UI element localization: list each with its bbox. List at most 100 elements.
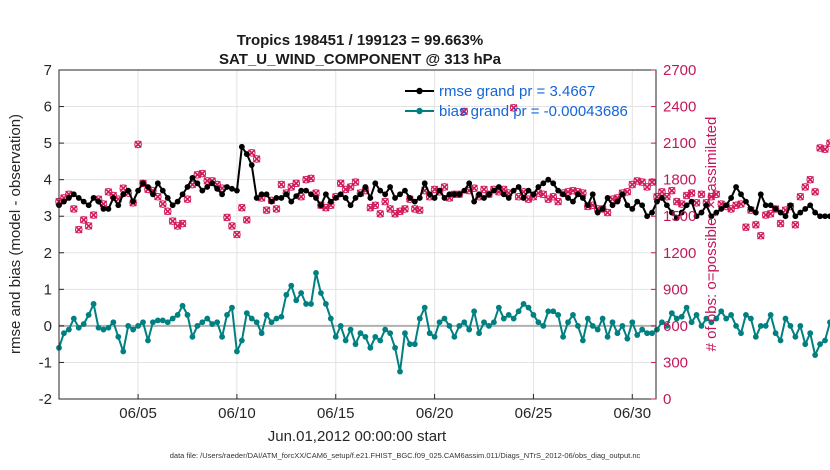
- rmse-point: [649, 209, 655, 216]
- obs-assimilated-stroke: [544, 195, 553, 203]
- bias-point: [792, 333, 799, 340]
- obs-assimilated-marker: [524, 195, 533, 203]
- rmse-point: [322, 191, 329, 198]
- obs-assimilated-marker: [416, 206, 424, 214]
- rmse-point: [599, 206, 606, 212]
- rmse-point: [194, 180, 201, 187]
- bias-point: [649, 330, 655, 337]
- rmse-point: [342, 195, 349, 201]
- obs-assimilated-marker: [238, 203, 246, 212]
- rmse-point: [327, 198, 334, 205]
- bias-point: [762, 322, 769, 329]
- rmse-point: [100, 206, 107, 212]
- bias-point: [70, 315, 77, 322]
- rmse-point: [145, 184, 151, 190]
- plot-area: [55, 69, 830, 400]
- obs-assimilated-marker: [341, 185, 350, 194]
- rmse-point: [698, 209, 705, 216]
- rmse-point: [743, 198, 749, 205]
- bias-point: [500, 315, 507, 322]
- rmse-point: [199, 187, 206, 194]
- bias-point: [263, 312, 270, 318]
- rmse-point: [446, 191, 453, 198]
- rmse-point: [362, 184, 369, 190]
- rmse-point: [421, 180, 428, 187]
- rmse-point: [283, 191, 290, 198]
- rmse-point: [278, 195, 285, 201]
- y2-tick-label: 1200: [663, 245, 696, 262]
- obs-assimilated-stroke: [430, 185, 439, 194]
- bias-point: [159, 317, 166, 324]
- bias-point: [817, 341, 823, 348]
- obs-assimilated-marker: [75, 225, 83, 234]
- y-tick-label: -2: [39, 391, 52, 408]
- obs-assimilated-stroke: [104, 188, 113, 196]
- obs-assimilated-marker: [554, 197, 562, 206]
- rmse-point: [451, 191, 458, 198]
- obs-assimilated-marker: [159, 200, 167, 208]
- obs-assimilated-marker: [134, 140, 142, 149]
- obs-assimilated-stroke: [677, 200, 686, 208]
- obs-possible-marker: [752, 220, 760, 229]
- bias-point: [402, 330, 408, 337]
- obs-assimilated-marker: [79, 216, 88, 224]
- obs-possible-marker: [628, 180, 637, 189]
- bias-point: [219, 333, 225, 340]
- rmse-point: [125, 187, 132, 194]
- rmse-series: [56, 143, 830, 221]
- obs-assimilated-marker: [811, 188, 819, 196]
- bias-point: [782, 315, 789, 322]
- bias-point: [550, 308, 557, 315]
- bias-point: [693, 312, 700, 318]
- obs-assimilated-marker: [262, 206, 271, 214]
- obs-assimilated-stroke: [717, 200, 726, 208]
- rmse-point: [189, 174, 196, 181]
- obs-assimilated-marker: [401, 205, 409, 213]
- x-tick-label: 06/25: [515, 405, 553, 422]
- obs-assimilated-stroke: [134, 140, 142, 149]
- bias-point: [678, 313, 685, 320]
- rmse-point: [728, 195, 735, 201]
- obs-assimilated-stroke: [806, 175, 814, 184]
- obs-assimilated-stroke: [75, 225, 83, 234]
- rmse-point: [456, 191, 463, 198]
- bias-point: [713, 315, 720, 322]
- rmse-point: [224, 184, 230, 190]
- obs-assimilated-stroke: [119, 184, 128, 192]
- rmse-point: [219, 191, 225, 198]
- bias-point: [495, 304, 502, 311]
- rmse-point: [184, 184, 191, 190]
- bias-point: [322, 301, 329, 307]
- obs-assimilated-marker: [104, 188, 113, 196]
- obs-possible-marker: [796, 192, 805, 201]
- bias-point: [476, 330, 482, 337]
- obs-assimilated-stroke: [183, 195, 192, 203]
- rmse-point: [570, 198, 576, 205]
- rmse-point: [332, 195, 339, 201]
- rmse-point: [604, 195, 611, 201]
- rmse-point: [619, 191, 626, 198]
- bias-point: [565, 319, 571, 326]
- bias-point: [313, 269, 319, 276]
- bias-point: [545, 308, 552, 315]
- obs-assimilated-stroke: [322, 203, 330, 212]
- bias-point: [570, 312, 576, 318]
- obs-assimilated-marker: [391, 210, 399, 218]
- legend-rmse-label: rmse grand pr = 3.4667: [439, 83, 595, 100]
- y2-tick-label: 2100: [663, 135, 696, 152]
- obs-assimilated-marker: [757, 231, 765, 240]
- rmse-point: [659, 195, 665, 201]
- bias-point: [673, 315, 680, 322]
- bias-point: [604, 333, 611, 340]
- obs-possible-marker: [648, 178, 656, 186]
- obs-assimilated-stroke: [233, 230, 241, 239]
- bias-point: [614, 330, 621, 337]
- bias-point: [441, 315, 448, 322]
- y-tick-label: 3: [44, 208, 52, 225]
- bias-point: [491, 319, 497, 326]
- rmse-point: [654, 198, 660, 205]
- rmse-point: [797, 209, 804, 216]
- rmse-point: [822, 213, 828, 220]
- rmse-point: [486, 191, 492, 198]
